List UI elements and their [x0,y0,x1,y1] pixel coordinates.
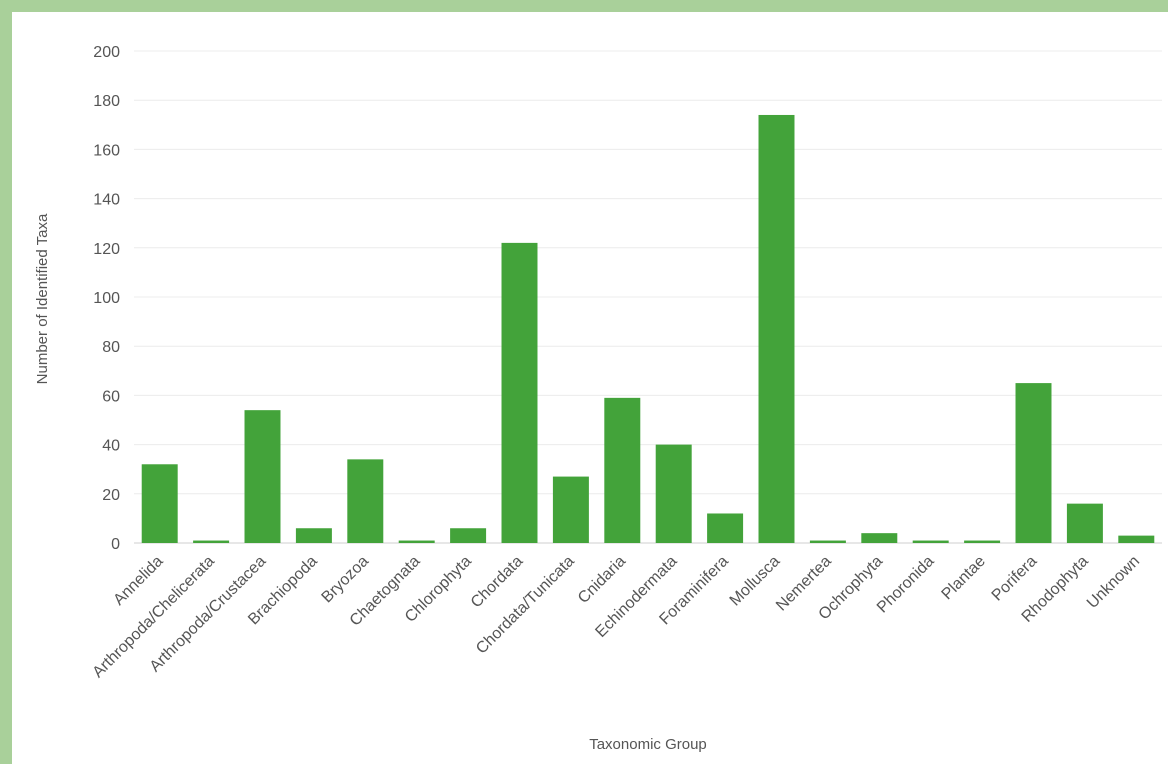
y-tick-label: 80 [102,339,120,356]
bar-cnidaria [604,397,641,543]
bar-arthropoda-crustacea [244,410,281,543]
bar-arthropoda-chelicerata [193,540,230,543]
y-tick-label: 160 [93,142,120,159]
bar-foraminifera [707,513,744,543]
x-tick-label: Porifera [989,553,1041,605]
gridlines [134,50,1162,544]
x-tick-label: Unknown [1084,553,1143,612]
x-tick-label: Chordata/Tunicata [473,553,578,658]
bars [141,114,1155,544]
bar-brachiopoda [295,528,332,543]
x-tick-label: Bryozoa [319,553,373,607]
y-tick-label: 40 [102,438,120,455]
bar-bryozoa [347,459,384,543]
bar-phoronida [912,540,949,543]
bar-echinodermata [655,444,692,543]
bar-chordata [501,242,538,543]
x-axis-ticks: AnnelidaArthropoda/ChelicerataArthropoda… [90,553,1144,681]
y-tick-label: 100 [93,290,120,307]
bar-chaetognata [398,540,435,543]
bar-annelida [141,464,178,543]
y-tick-label: 0 [111,536,120,553]
bar-unknown [1118,535,1155,543]
y-tick-label: 60 [102,388,120,405]
y-axis-ticks: 0 20 40 60 80 100 120 140 160 180 200 [93,44,120,553]
y-tick-label: 20 [102,487,120,504]
bar-ochrophyta [861,533,898,543]
bar-rhodophyta [1066,503,1103,543]
bar-nemertea [809,540,846,543]
y-tick-label: 120 [93,241,120,258]
bar-chordata-tunicata [552,476,589,543]
y-axis-title: Number of Identified Taxa [34,213,51,384]
bar-chlorophyta [450,528,487,543]
x-axis-title: Taxonomic Group [589,736,707,753]
x-tick-label: Cnidaria [575,553,629,607]
y-tick-label: 140 [93,192,120,209]
bar-mollusca [758,114,795,544]
x-tick-label: Plantae [939,553,989,603]
y-tick-label: 200 [93,44,120,61]
bar-porifera [1015,383,1052,543]
y-tick-label: 180 [93,93,120,110]
bar-plantae [964,540,1001,543]
